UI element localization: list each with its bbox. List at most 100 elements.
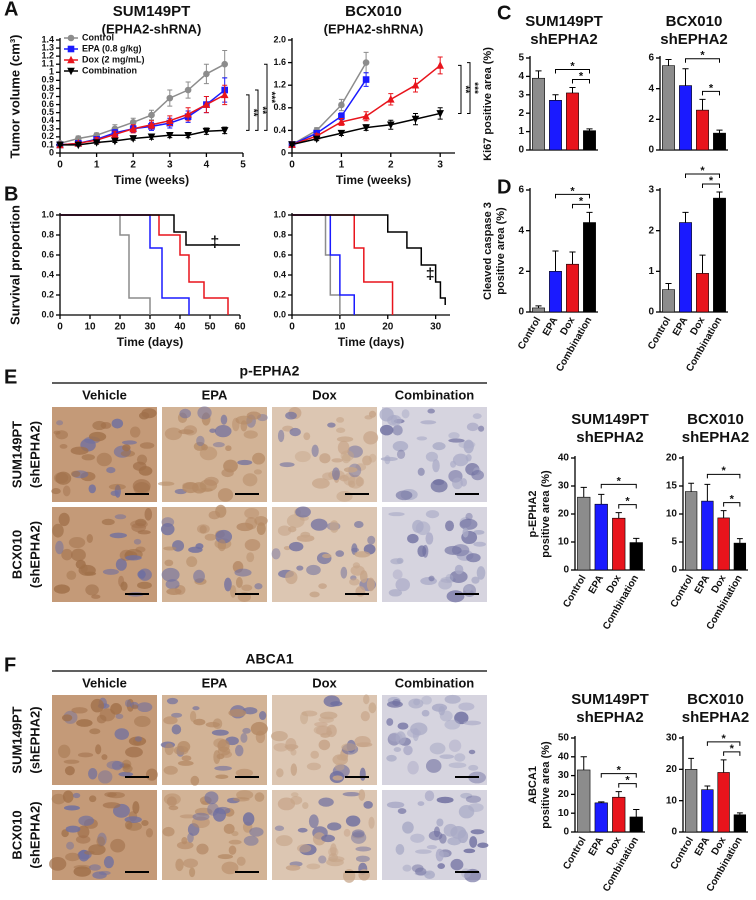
cell xyxy=(109,532,128,539)
marker xyxy=(202,100,211,108)
marker xyxy=(338,112,345,120)
significance-label: ** xyxy=(247,109,258,117)
cell xyxy=(426,845,437,850)
cell xyxy=(212,718,223,730)
marker xyxy=(288,141,296,149)
y-tick-label: 0.6 xyxy=(41,249,54,259)
cell xyxy=(335,550,345,557)
cell xyxy=(336,416,345,423)
cell xyxy=(402,821,414,834)
marker xyxy=(67,34,75,42)
y-tick-label: 2 xyxy=(518,108,524,119)
chart-title: BCX010 xyxy=(687,411,744,428)
cell xyxy=(186,556,198,568)
y-tick-label: 1.0 xyxy=(273,209,286,219)
significance-label: * xyxy=(617,475,622,487)
cell xyxy=(289,427,301,437)
cell xyxy=(356,742,373,748)
cell xyxy=(468,764,479,771)
column-label: Dox xyxy=(312,675,337,690)
cell xyxy=(97,770,113,784)
cell xyxy=(166,796,177,807)
cell xyxy=(145,768,158,781)
significance-bracket xyxy=(572,78,590,84)
cell xyxy=(241,584,253,592)
cell xyxy=(336,490,353,502)
cell xyxy=(240,420,248,432)
cell xyxy=(78,815,95,826)
x-tick-label: 0 xyxy=(57,322,63,333)
cell xyxy=(417,545,427,557)
marker xyxy=(166,131,174,140)
cell xyxy=(340,566,348,579)
cell xyxy=(137,581,152,590)
cell xyxy=(359,767,366,781)
bar xyxy=(684,491,698,571)
y-tick-label: 2 xyxy=(518,266,524,277)
bar xyxy=(717,517,730,571)
cell xyxy=(349,578,360,586)
y-tick-label: 4 xyxy=(648,83,654,94)
panel-letter: D xyxy=(497,176,511,198)
y-tick-label: 0.2 xyxy=(41,289,54,299)
chart-title: BCX010 xyxy=(345,3,402,20)
significance-bracket xyxy=(706,473,741,479)
cell xyxy=(256,522,266,536)
cell xyxy=(417,801,425,806)
cell xyxy=(235,768,254,778)
y-tick-label: 6 xyxy=(648,53,654,64)
cell xyxy=(65,825,81,833)
cell xyxy=(337,440,350,455)
y-tick-label: 0.8 xyxy=(41,229,54,239)
bar xyxy=(629,542,643,571)
cell xyxy=(445,573,454,583)
y-tick-label: 30 xyxy=(666,733,678,744)
legend-label: EPA (0.8 g/kg) xyxy=(82,43,142,53)
cell xyxy=(63,805,80,811)
marker xyxy=(184,131,192,140)
cell xyxy=(348,480,356,488)
chart-title: SUM149PT xyxy=(571,411,649,428)
cell xyxy=(106,466,116,474)
cell xyxy=(459,518,478,530)
cell xyxy=(355,846,372,852)
marker xyxy=(74,141,83,150)
x-tick-label: 10 xyxy=(334,322,346,333)
cell xyxy=(72,792,81,799)
cell xyxy=(213,738,227,748)
cell xyxy=(285,570,298,585)
x-tick-label: 0 xyxy=(57,160,63,171)
x-tick-label: 10 xyxy=(84,322,96,333)
cell xyxy=(386,754,397,762)
y-tick-label: 0 xyxy=(563,565,569,576)
cell xyxy=(103,856,114,869)
cell xyxy=(395,844,405,855)
cell xyxy=(220,414,228,425)
cell xyxy=(319,453,331,464)
cell xyxy=(207,803,219,816)
marker xyxy=(129,124,137,133)
x-tick-label: EPA xyxy=(671,315,690,338)
significance-bracket xyxy=(458,64,462,114)
micrograph xyxy=(157,406,268,502)
error-bar xyxy=(633,808,640,817)
cell xyxy=(223,823,235,834)
cell xyxy=(63,759,80,764)
cell xyxy=(88,767,98,780)
cell xyxy=(66,841,75,850)
marker xyxy=(129,119,137,126)
significance-label: * xyxy=(730,743,735,755)
y-tick-label: 0.2 xyxy=(41,131,54,141)
y-axis-label: positive area (%) xyxy=(540,741,552,829)
survival-curve xyxy=(60,214,190,315)
micrograph xyxy=(382,790,489,883)
cell xyxy=(81,454,95,461)
cell xyxy=(323,695,340,707)
cell xyxy=(466,422,479,432)
significance-bracket xyxy=(246,94,250,131)
chart-title: SUM149PT xyxy=(571,691,649,708)
y-tick-label: 10 xyxy=(558,537,570,548)
cell xyxy=(448,762,467,769)
x-axis-label: Time (days) xyxy=(117,335,183,349)
cell xyxy=(318,716,334,723)
